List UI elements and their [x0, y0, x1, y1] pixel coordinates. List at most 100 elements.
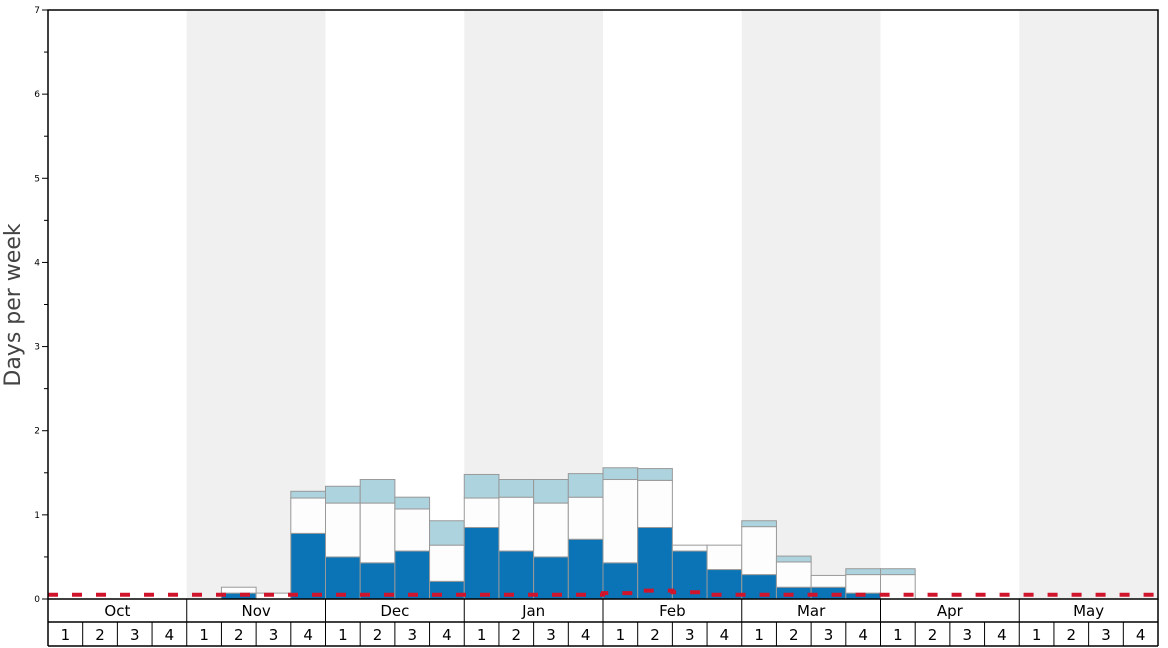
week-label: 4: [165, 626, 175, 644]
bar-light: [290, 490, 326, 499]
bar-light: [845, 568, 881, 576]
bar-dark: [775, 586, 812, 600]
bar-mid: [325, 502, 361, 558]
bar-dark: [533, 556, 569, 600]
bar-dark: [498, 550, 535, 600]
y-tick-label: 7: [34, 6, 40, 16]
week-label: 4: [581, 626, 591, 644]
y-tick-label: 5: [34, 174, 40, 184]
week-label: 1: [61, 626, 71, 644]
bar-mid: [845, 574, 881, 594]
y-axis: 0 1 2 3 4 5 6 7: [34, 6, 48, 605]
week-label: 4: [720, 626, 730, 644]
y-axis-label: Days per week: [1, 223, 26, 386]
week-label: 3: [407, 626, 417, 644]
bar-light: [533, 479, 569, 504]
week-label: 4: [858, 626, 868, 644]
week-label: 3: [1101, 626, 1111, 644]
month-label: Mar: [797, 602, 826, 620]
bar-dark: [394, 550, 431, 600]
week-label: 4: [442, 626, 452, 644]
bar-mid: [602, 479, 639, 564]
month-band: [741, 10, 881, 599]
bar-dark: [637, 526, 673, 600]
bar-mid: [775, 561, 812, 588]
bar-light: [394, 496, 431, 510]
bar-light: [498, 479, 535, 498]
month-label: Jan: [521, 602, 545, 620]
bar-light: [325, 485, 361, 504]
month-label: Feb: [659, 602, 686, 620]
week-label: 2: [234, 626, 244, 644]
bar-mid: [290, 497, 326, 534]
bar-dark: [290, 532, 326, 600]
x-axis: Oct Nov Dec Jan Feb Mar Apr May 1 2 3 4 1 2 3 4 1 2 3 4 1 2 3 4…: [47, 599, 1159, 647]
bar-dark: [463, 526, 500, 600]
bar-dark: [325, 556, 361, 600]
week-label: 3: [824, 626, 834, 644]
bar-mid: [810, 574, 847, 588]
week-label: 1: [893, 626, 903, 644]
bar-mid: [394, 508, 431, 552]
y-tick-label: 4: [34, 258, 40, 268]
week-label: 4: [1136, 626, 1146, 644]
week-label: 1: [477, 626, 487, 644]
bar-mid: [671, 544, 708, 552]
bar-light: [741, 520, 777, 528]
week-label: 2: [650, 626, 660, 644]
week-label: 1: [338, 626, 348, 644]
bar-light: [637, 468, 673, 481]
week-label: 4: [303, 626, 313, 644]
month-label: Nov: [241, 602, 270, 620]
bar-light: [567, 473, 604, 498]
bar-mid: [637, 479, 673, 528]
week-label: 2: [1067, 626, 1077, 644]
month-label: Apr: [937, 602, 964, 620]
week-label: 1: [199, 626, 209, 644]
bar-mid: [567, 496, 604, 540]
month-band: [880, 10, 1020, 599]
bar-light: [880, 568, 916, 576]
week-label: 2: [928, 626, 938, 644]
week-label: 3: [685, 626, 695, 644]
bar-dark: [741, 574, 777, 600]
month-label: Oct: [104, 602, 130, 620]
bar-mid: [463, 497, 500, 528]
week-label: 3: [962, 626, 972, 644]
week-label: 3: [130, 626, 140, 644]
bar-mid: [706, 544, 743, 571]
bar-light: [359, 479, 396, 504]
bar-light: [429, 520, 465, 546]
bar-light: [602, 467, 639, 481]
week-label: 2: [95, 626, 105, 644]
bar-dark: [567, 538, 604, 600]
week-label: 1: [754, 626, 764, 644]
week-label: 3: [269, 626, 279, 644]
plot-frame: [47, 9, 1159, 600]
bar-dark: [220, 592, 257, 600]
bar-mid: [220, 586, 257, 594]
bar-mid: [359, 502, 396, 564]
bar-light: [463, 473, 500, 499]
week-label: 1: [616, 626, 626, 644]
week-label: 2: [789, 626, 799, 644]
bar-mid: [533, 502, 569, 558]
bar-mid: [741, 526, 777, 576]
bar-light: [775, 555, 812, 563]
bar-mid: [429, 544, 465, 582]
y-tick-label: 1: [34, 511, 40, 521]
y-tick-label: 6: [34, 90, 40, 100]
bar-mid: [498, 496, 535, 552]
week-label: 2: [512, 626, 522, 644]
y-tick-label: 0: [34, 595, 40, 605]
week-label: 4: [997, 626, 1007, 644]
month-band: [1019, 10, 1158, 599]
week-label: 1: [1032, 626, 1042, 644]
month-label: May: [1073, 602, 1104, 620]
month-label: Dec: [380, 602, 409, 620]
month-band: [48, 10, 187, 599]
y-tick-label: 2: [34, 427, 40, 437]
bar-dark: [671, 550, 708, 600]
week-label: 3: [546, 626, 556, 644]
